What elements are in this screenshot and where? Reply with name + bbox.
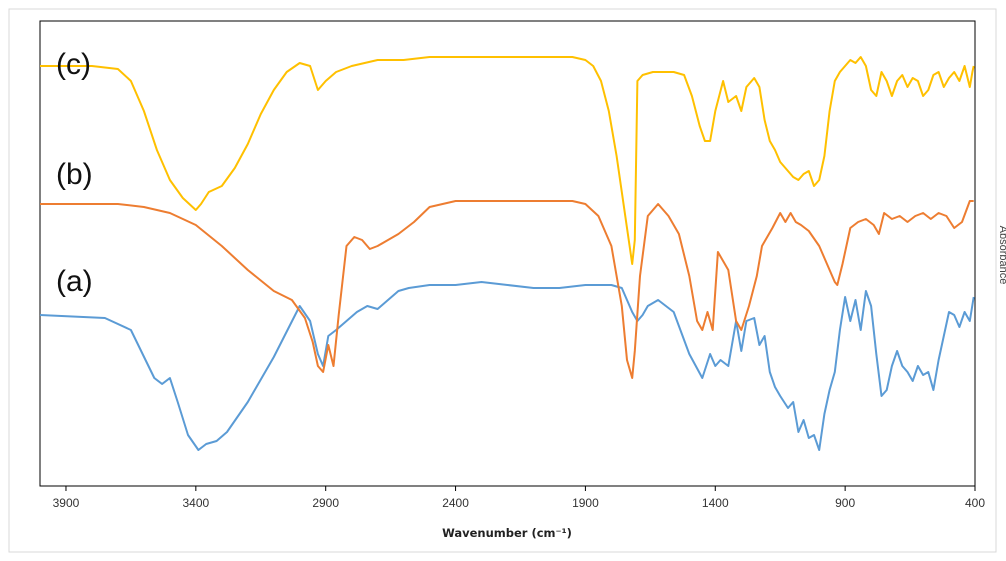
series-layer [39,56,975,451]
x-tick-label: 1900 [572,496,599,510]
x-axis: 3900 3400 2900 2400 1900 1400 900 400 [53,486,985,510]
x-tick-label: 2400 [442,496,469,510]
x-axis-title: Wavenumber (cm⁻¹) [442,526,572,540]
panel-label-a: (a) [56,265,93,298]
panel-label-b: (b) [56,158,93,191]
x-tick-label: 3400 [182,496,209,510]
plot-area-border [39,20,976,487]
y-axis-title: Absorbance [997,226,1006,285]
x-tick-label: 3900 [53,496,80,510]
chart-background [8,8,997,553]
series-line-c [40,56,975,265]
panel-labels: (a) (b) (c) [56,48,93,298]
x-tick-label: 900 [835,496,855,510]
x-tick-label: 1400 [702,496,729,510]
x-tick-label: 2900 [312,496,339,510]
series-line-a [39,281,975,451]
x-tick-label: 400 [965,496,985,510]
panel-label-c: (c) [56,48,91,81]
series-line-b [40,200,974,379]
